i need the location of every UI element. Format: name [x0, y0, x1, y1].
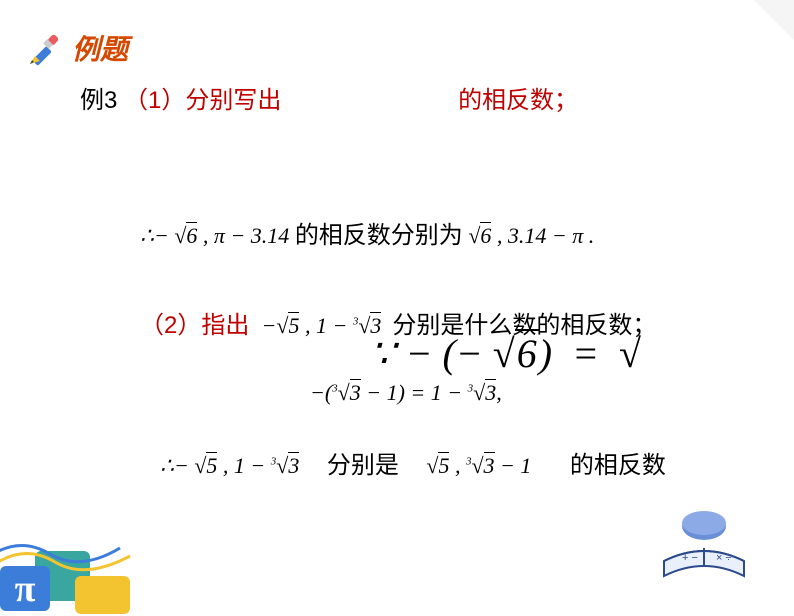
question-1-row: 例3 （1）分别写出 的相反数； [80, 80, 578, 115]
answer-1-row: ∴− √6 , π − 3.14 的相反数分别为 √6 , 3.14 − π . [140, 215, 594, 250]
pi-decoration-icon: π [0, 506, 150, 616]
big-math-overlay: ∵ − (− √6) = √ [370, 330, 641, 377]
book-decoration-icon: + − × ÷ [654, 506, 754, 586]
ans1-math1: ∴− √6 , π − 3.14 [140, 222, 289, 248]
answer-2b-row: ∴− √5 , 1 − 3√3 分别是 √5 , 3√3 − 1 的相反数 [160, 445, 666, 480]
svg-text:+ −: + − [682, 552, 698, 564]
header-title: 例题 [72, 28, 128, 68]
ans1-math2: √6 , 3.14 − π . [468, 222, 594, 248]
q1-suffix: 的相反数； [458, 87, 578, 114]
pencil-icon [28, 30, 64, 66]
page-curl [754, 0, 794, 40]
ans1-cn: 的相反数分别为 [295, 223, 463, 249]
answer-2a-row: −(3√3 − 1) = 1 − 3√3, [310, 380, 502, 406]
ans2b-cn1: 分别是 [327, 453, 399, 479]
ans2b-math2: √5 , 3√3 − 1 [426, 453, 531, 478]
q2-prefix: （2）指出 [140, 312, 249, 339]
header: 例题 [28, 28, 128, 68]
svg-text:π: π [15, 568, 36, 610]
svg-text:× ÷: × ÷ [716, 552, 732, 564]
q1-prefix: （1）分别写出 [124, 87, 281, 114]
ans2b-cn2: 的相反数 [570, 453, 666, 479]
ans2b-math1: ∴− √5 , 1 − 3√3 [160, 453, 299, 478]
example-label: 例3 [80, 87, 117, 114]
